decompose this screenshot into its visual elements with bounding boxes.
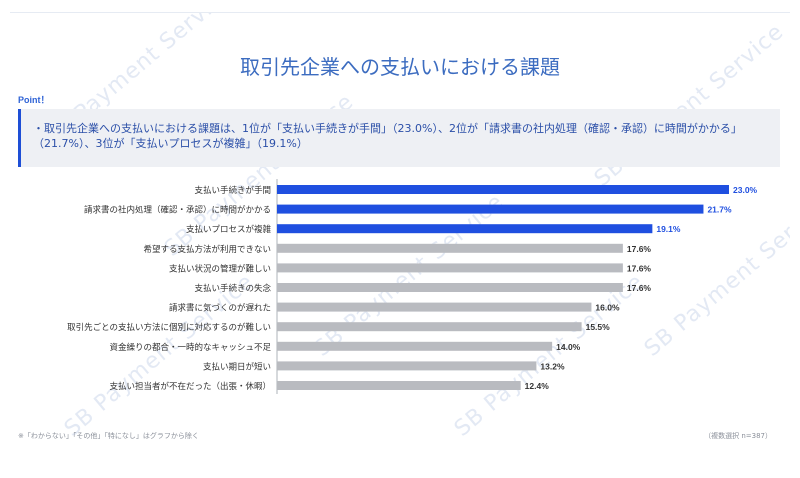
category-label: 支払いプロセスが複雑 [186,224,272,235]
bar [277,185,729,194]
value-label: 19.1% [656,224,681,234]
point-summary-box: ・取引先企業への支払いにおける課題は、1位が「支払い手続きが手間」（23.0%）… [18,109,780,167]
category-label: 資金繰りの都合・一時的なキャッシュ不足 [109,342,271,353]
bar [277,322,582,332]
value-label: 14.0% [556,342,581,352]
value-label: 12.4% [525,381,550,391]
value-label: 17.6% [627,263,652,273]
bar [277,224,653,234]
category-label: 希望する支払方法が利用できない [143,244,271,255]
bar [277,302,592,312]
value-label: 15.5% [586,322,611,332]
value-label: 21.7% [707,205,732,215]
point-bullet: ・ [33,122,44,135]
slide: SB Payment Service SB Payment Service SB… [10,12,790,449]
category-label: 請求書の社内処理（確認・承認）に時間がかかる [84,205,271,216]
bar-chart: 支払い手続きが手間 23.0% 請求書の社内処理（確認・承認）に時間がかかる 21.7… [67,179,758,394]
value-label: 13.2% [540,361,565,371]
bar [277,361,537,371]
bar [277,243,623,253]
value-label: 17.6% [627,283,652,293]
value-label: 23.0% [733,185,758,195]
sample-size-note: （複数選択 n=387） [704,432,772,440]
footnote: ※「わからない」「その他」「特になし」はグラフから除く [18,432,199,440]
bar [277,283,623,292]
bar [277,204,704,214]
bar [277,341,553,351]
category-label: 取引先ごとの支払い方法に個別に対応するのが難しい [67,322,271,333]
bar [277,381,521,390]
point-label: Point！ [18,95,50,105]
category-label: 支払い担当者が不在だった（出張・休暇） [109,381,271,392]
page-title: 取引先企業への支払いにおける課題 [240,55,560,79]
point-summary-text: 取引先企業への支払いにおける課題は、1位が「支払い手続きが手間」（23.0%）、… [33,122,742,150]
value-label: 16.0% [595,303,620,313]
category-label: 支払い期日が短い [203,361,271,372]
category-label: 支払い手続きの失念 [194,283,271,294]
category-label: 支払い手続きが手間 [194,185,271,196]
value-label: 17.6% [627,244,652,254]
category-label: 請求書に気づくのが遅れた [169,303,271,314]
category-label: 支払い状況の管理が難しい [169,263,271,274]
bar [277,263,623,273]
